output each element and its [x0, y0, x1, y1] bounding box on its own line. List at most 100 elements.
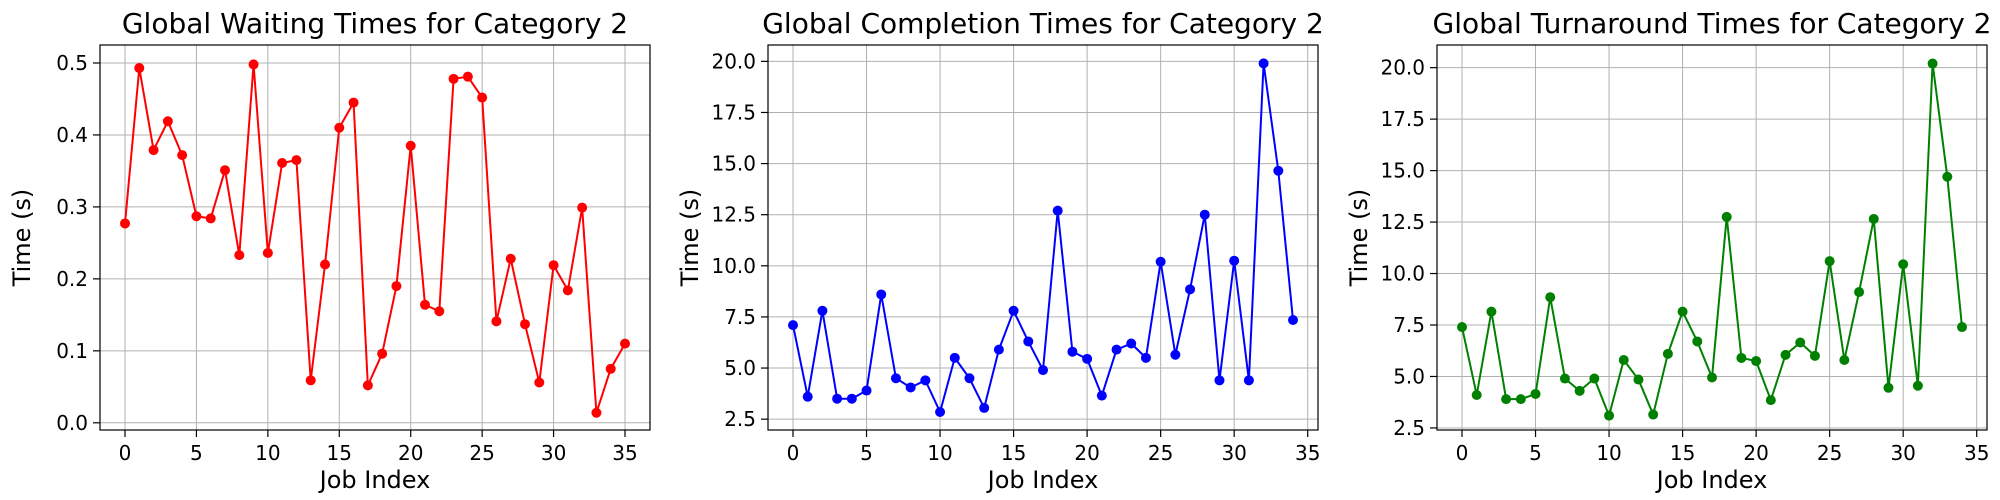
y-tick-label: 20.0	[1380, 56, 1425, 80]
x-axis-label: Job Index	[986, 466, 1099, 494]
data-point	[234, 250, 245, 261]
data-point	[120, 218, 130, 229]
x-tick-label: 10	[927, 441, 952, 465]
data-point	[1140, 352, 1151, 363]
data-point	[1898, 259, 1909, 270]
data-point	[920, 375, 931, 386]
data-point	[148, 145, 159, 156]
y-tick-label: 7.5	[1393, 313, 1425, 337]
data-point	[1243, 375, 1254, 386]
y-tick-label: 2.5	[1393, 416, 1425, 440]
x-tick-label: 20	[1074, 441, 1099, 465]
data-point	[788, 320, 798, 331]
data-point	[1633, 374, 1644, 385]
data-point	[1707, 372, 1717, 383]
data-point	[620, 338, 630, 349]
y-tick-label: 10.0	[1380, 262, 1425, 286]
data-point	[1942, 171, 1953, 182]
data-point	[191, 211, 202, 222]
data-point	[320, 259, 330, 270]
data-point	[377, 348, 388, 359]
data-point	[1530, 388, 1541, 399]
data-point	[162, 116, 173, 127]
y-axis-label: Time (s)	[8, 189, 36, 288]
data-point	[1868, 213, 1879, 224]
data-point	[591, 407, 602, 418]
data-point	[1501, 394, 1512, 405]
data-point	[505, 253, 516, 264]
x-tick-label: 5	[190, 441, 203, 465]
x-tick-label: 30	[1890, 441, 1915, 465]
x-tick-label: 25	[1148, 441, 1173, 465]
data-point	[1273, 165, 1284, 176]
data-point	[1957, 322, 1967, 333]
x-tick-label: 30	[541, 441, 566, 465]
data-point	[262, 247, 273, 258]
data-point	[548, 260, 559, 271]
y-tick-label: 0.4	[56, 123, 88, 147]
series-line	[124, 63, 626, 414]
data-point	[1604, 410, 1615, 421]
chart-waiting: 0 5 10 15 20 25 30 35 0.0 0.1 0.2 0.3 0.4 0.5 Global W…	[8, 7, 651, 494]
data-point	[964, 373, 975, 384]
data-point	[220, 165, 230, 176]
y-axis-label: Time (s)	[1345, 189, 1373, 288]
y-tick-label: 0.5	[56, 51, 88, 75]
x-tick-label: 30	[1221, 441, 1246, 465]
x-tick-label: 25	[1817, 441, 1842, 465]
data-point	[1883, 382, 1894, 393]
y-tick-label: 17.5	[1380, 107, 1425, 131]
data-point	[1589, 373, 1600, 384]
y-axis-label: Time (s)	[676, 189, 704, 288]
data-point	[577, 202, 588, 213]
x-tick-label: 35	[612, 441, 637, 465]
data-point	[949, 352, 960, 363]
y-tick-label: 2.5	[724, 407, 756, 431]
y-tick-label: 7.5	[724, 305, 756, 329]
chart-title: Global Completion Times for Category 2	[762, 7, 1324, 40]
data-point	[1067, 346, 1078, 357]
data-point	[817, 305, 828, 316]
data-point	[1692, 336, 1703, 347]
data-point	[1912, 380, 1923, 391]
data-point	[1185, 284, 1196, 295]
data-point	[1170, 349, 1181, 360]
x-tick-label: 10	[1596, 441, 1621, 465]
data-point	[1515, 394, 1526, 405]
data-point	[1111, 344, 1122, 355]
y-tick-label: 20.0	[711, 49, 756, 73]
data-point	[291, 155, 302, 166]
x-tick-label: 0	[1456, 441, 1469, 465]
x-tick-label: 35	[1964, 441, 1989, 465]
data-point	[348, 97, 359, 108]
x-tick-label: 15	[1670, 441, 1695, 465]
data-point	[1721, 211, 1732, 222]
data-point	[177, 150, 188, 161]
data-point	[1736, 352, 1747, 363]
data-point	[1677, 306, 1688, 317]
data-point	[1214, 375, 1225, 386]
y-tick-label: 12.5	[1380, 210, 1425, 234]
data-point	[1839, 355, 1850, 365]
data-point	[1559, 373, 1570, 384]
data-point	[362, 380, 373, 391]
chart-completion: 0 5 10 15 20 25 30 35 2.5 5.0 7.5 10.0 12.5 15.0 17.5 2…	[676, 7, 1324, 494]
data-point	[462, 71, 473, 82]
data-point	[1648, 409, 1659, 420]
y-tick-label: 5.0	[724, 356, 756, 380]
series-line	[1461, 62, 1963, 417]
x-tick-label: 15	[1001, 441, 1026, 465]
x-tick-label: 0	[119, 441, 132, 465]
y-tick-label: 0.2	[56, 267, 88, 291]
chart-title: Global Waiting Times for Category 2	[122, 7, 628, 40]
data-point	[1023, 336, 1034, 347]
data-point	[1780, 349, 1791, 360]
x-tick-label: 25	[469, 441, 494, 465]
y-tick-label: 17.5	[711, 100, 756, 124]
y-tick-label: 0.0	[56, 411, 88, 435]
y-tick-label: 0.1	[56, 339, 88, 363]
data-point	[1288, 315, 1298, 325]
data-point	[1545, 292, 1556, 303]
x-axis-label: Job Index	[1655, 466, 1768, 494]
